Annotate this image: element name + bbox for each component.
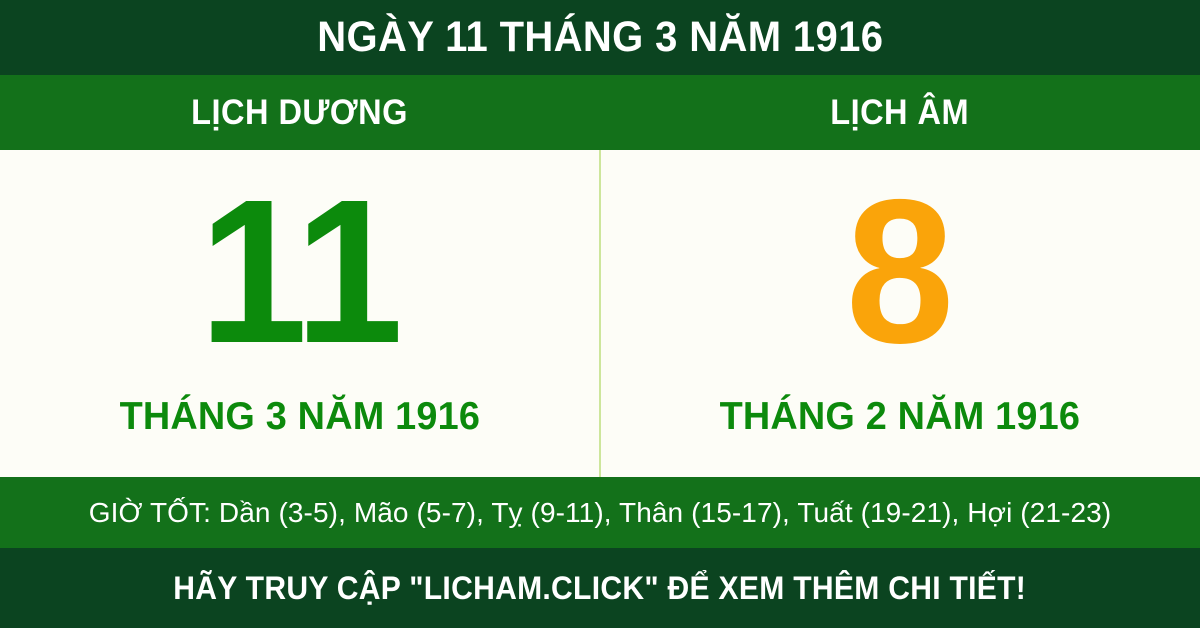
good-hours-text: GIỜ TỐT: Dần (3-5), Mão (5-7), Tỵ (9-11)… (88, 496, 1112, 528)
solar-day-number: 11 (198, 157, 403, 386)
date-panel: 11 THÁNG 3 NĂM 1916 8 THÁNG 2 NĂM 1916 (0, 150, 1200, 477)
lunar-day-number: 8 (845, 157, 955, 386)
solar-calendar-label: LỊCH DƯƠNG (191, 93, 409, 132)
column-header-lunar: LỊCH ÂM (600, 95, 1200, 130)
column-header-solar: LỊCH DƯƠNG (0, 95, 600, 130)
lunar-column: 8 THÁNG 2 NĂM 1916 (600, 150, 1200, 477)
lunar-calendar-label: LỊCH ÂM (830, 93, 970, 132)
solar-month-year: THÁNG 3 NĂM 1916 (119, 395, 481, 438)
footer-cta-text: HÃY TRUY CẬP "licham.click" ĐỂ XEM THÊM … (173, 570, 1027, 606)
good-hours-strip: GIỜ TỐT: Dần (3-5), Mão (5-7), Tỵ (9-11)… (0, 477, 1200, 548)
page-title: NGÀY 11 THÁNG 3 NĂM 1916 (316, 13, 884, 61)
footer-bar: HÃY TRUY CẬP "licham.click" ĐỂ XEM THÊM … (0, 548, 1200, 628)
title-bar: NGÀY 11 THÁNG 3 NĂM 1916 (0, 0, 1200, 75)
column-header-band: LỊCH DƯƠNG LỊCH ÂM (0, 75, 1200, 150)
lunar-month-year: THÁNG 2 NĂM 1916 (719, 395, 1081, 438)
solar-column: 11 THÁNG 3 NĂM 1916 (0, 150, 600, 477)
